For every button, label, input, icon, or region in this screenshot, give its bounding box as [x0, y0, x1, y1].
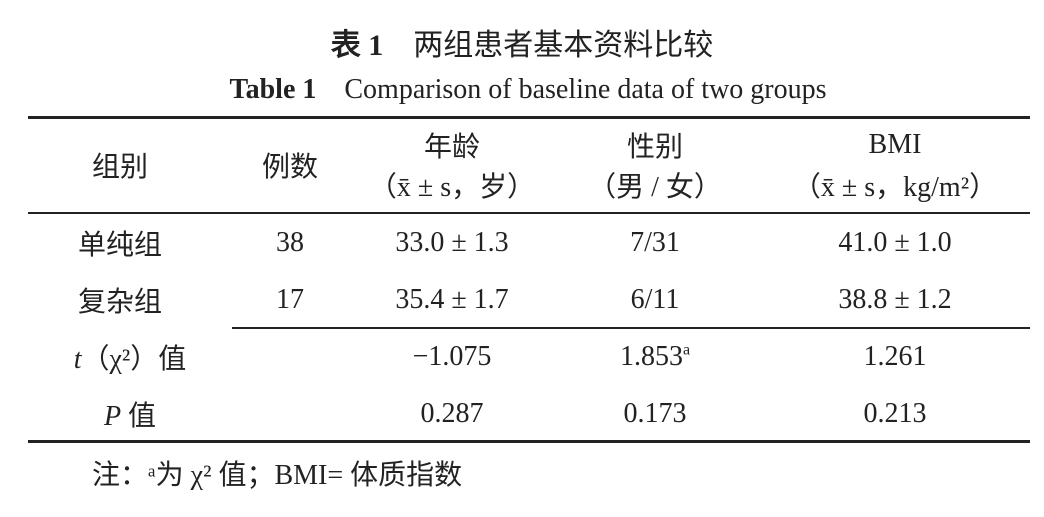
table-cell: 33.0 ± 1.3: [395, 227, 509, 258]
table-cell: 38: [276, 227, 304, 258]
table-cell: 17: [276, 284, 304, 315]
table-cell: 41.0 ± 1.0: [838, 227, 952, 258]
note: 注：ᵃ为 χ² 值；BMI= 体质指数: [92, 460, 463, 491]
table-cell: 7/31: [630, 227, 680, 258]
stat-value: 0.287: [420, 398, 484, 429]
bottom-rule: [28, 440, 1030, 443]
table-cell: 单纯组: [77, 230, 163, 261]
table-cell: 0.173: [624, 398, 687, 430]
header-cell: BMI: [868, 129, 922, 160]
table-cell: 35.4 ± 1.7: [395, 284, 509, 315]
stat-value: 0.173: [623, 398, 687, 429]
table-cell: 1.853a: [620, 341, 690, 373]
header-cell: 年龄: [423, 132, 481, 163]
header-cell: 性别: [626, 132, 684, 163]
header-unit: （x̄ ± s，岁）: [368, 172, 536, 203]
header-rule: [28, 212, 1030, 214]
footnote-mark: a: [682, 341, 691, 359]
caption-zh: 表 1 两组患者基本资料比较: [331, 20, 714, 64]
header-unit: （x̄ ± s，kg/m²）: [792, 172, 998, 203]
table-cell: −1.075: [413, 341, 492, 373]
table-cell: 1.261: [864, 341, 927, 373]
table-cell: 38.8 ± 1.2: [838, 284, 952, 315]
caption-label: Table 1: [229, 74, 317, 105]
stat-value: 1.853: [619, 341, 683, 372]
header-cell: 组别: [91, 152, 149, 183]
stat-value: 0.213: [863, 398, 927, 429]
stat-label: t（χ²）值: [74, 337, 187, 377]
table-cell: 6/11: [630, 284, 680, 315]
caption-label: 表 1: [330, 29, 384, 62]
header-unit: （男 / 女）: [588, 172, 722, 203]
table-cell: 0.213: [864, 398, 927, 430]
stat-label: P 值: [104, 394, 156, 434]
stat-symbol: t: [73, 344, 82, 375]
caption-en: Table 1 Comparison of baseline data of t…: [229, 74, 826, 106]
stat-value: 1.261: [863, 341, 927, 372]
header-cell: 例数: [261, 152, 319, 183]
stat-text: 值: [121, 401, 157, 432]
caption-title: 两组患者基本资料比较: [413, 29, 714, 62]
mid-rule: [232, 327, 1030, 329]
table-cell: 0.287: [421, 398, 484, 430]
caption-title: Comparison of baseline data of two group…: [344, 74, 827, 105]
stat-value: −1.075: [412, 341, 492, 372]
stat-text: （χ²）值: [81, 344, 187, 375]
table-cell: 复杂组: [77, 287, 163, 318]
stat-symbol: P: [103, 401, 122, 432]
top-rule: [28, 116, 1030, 119]
